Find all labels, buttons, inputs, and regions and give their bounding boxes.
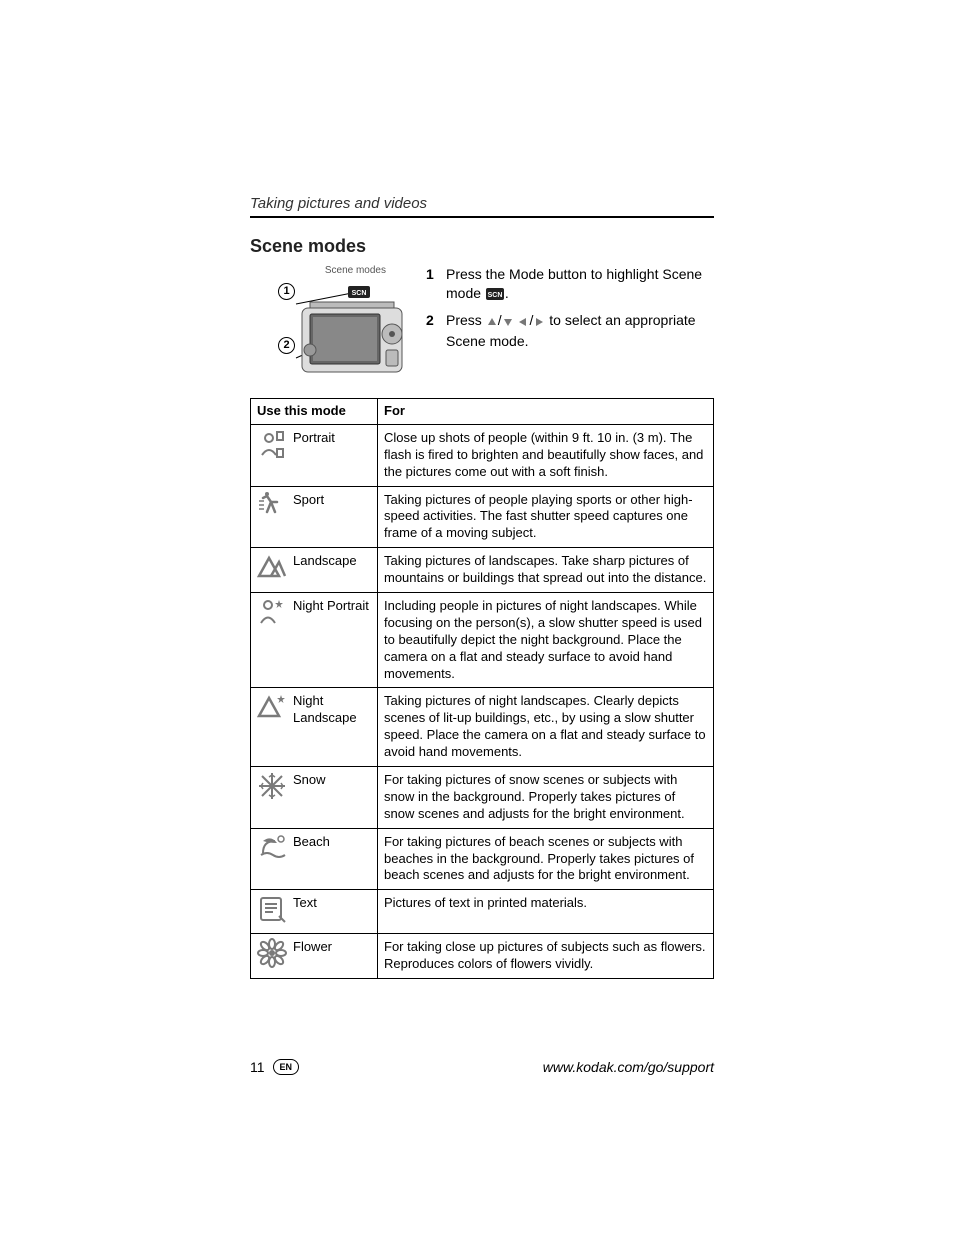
table-row: FlowerFor taking close up pictures of su… <box>251 934 714 979</box>
sport-icon <box>251 486 294 548</box>
step-1-text: Press the Mode button to highlight Scene… <box>446 265 714 305</box>
mode-name: Snow <box>293 767 378 829</box>
night_landscape-icon <box>251 688 294 767</box>
figure-callout-2: 2 <box>278 337 295 354</box>
table-row: BeachFor taking pictures of beach scenes… <box>251 828 714 890</box>
svg-text:SCN: SCN <box>352 290 367 297</box>
table-row: SportTaking pictures of people playing s… <box>251 486 714 548</box>
portrait-icon <box>251 424 294 486</box>
mode-description: Taking pictures of landscapes. Take shar… <box>378 548 714 593</box>
figure-callout-1: 1 <box>278 283 295 300</box>
separator: / <box>498 312 502 328</box>
table-row: PortraitClose up shots of people (within… <box>251 424 714 486</box>
table-row: LandscapeTaking pictures of landscapes. … <box>251 548 714 593</box>
scene-modes-table: Use this mode For PortraitClose up shots… <box>250 398 714 979</box>
camera-figure: Scene modes SCN <box>250 265 410 388</box>
separator: / <box>529 312 533 328</box>
table-row: Night PortraitIncluding people in pictur… <box>251 593 714 688</box>
step-2-text: Press / / to select an appropriate Scene… <box>446 311 714 351</box>
step-number: 2 <box>426 311 436 351</box>
left-arrow-icon <box>518 313 528 332</box>
table-row: TextPictures of text in printed material… <box>251 890 714 934</box>
mode-description: For taking pictures of snow scenes or su… <box>378 767 714 829</box>
language-badge: EN <box>273 1059 300 1075</box>
right-arrow-icon <box>534 313 544 332</box>
table-header-for: For <box>378 399 714 425</box>
mode-name: Landscape <box>293 548 378 593</box>
beach-icon <box>251 828 294 890</box>
step-number: 1 <box>426 265 436 305</box>
section-title: Scene modes <box>250 236 714 257</box>
mode-name: Text <box>293 890 378 934</box>
table-header-mode: Use this mode <box>251 399 378 425</box>
snow-icon <box>251 767 294 829</box>
mode-description: For taking pictures of beach scenes or s… <box>378 828 714 890</box>
mode-description: Close up shots of people (within 9 ft. 1… <box>378 424 714 486</box>
up-arrow-icon <box>487 313 497 332</box>
camera-illustration: SCN <box>250 278 410 388</box>
night_portrait-icon <box>251 593 294 688</box>
mode-description: For taking close up pictures of subjects… <box>378 934 714 979</box>
mode-name: Flower <box>293 934 378 979</box>
mode-description: Including people in pictures of night la… <box>378 593 714 688</box>
mode-description: Pictures of text in printed materials. <box>378 890 714 934</box>
table-row: Night LandscapeTaking pictures of night … <box>251 688 714 767</box>
mode-name: Night Portrait <box>293 593 378 688</box>
mode-name: Sport <box>293 486 378 548</box>
mode-name: Night Landscape <box>293 688 378 767</box>
svg-text:SCN: SCN <box>488 292 503 299</box>
mode-description: Taking pictures of people playing sports… <box>378 486 714 548</box>
support-url: www.kodak.com/go/support <box>543 1059 714 1075</box>
text-icon <box>251 890 294 934</box>
landscape-icon <box>251 548 294 593</box>
down-arrow-icon <box>503 313 513 332</box>
page-number: 11 <box>250 1059 265 1075</box>
mode-name: Portrait <box>293 424 378 486</box>
table-row: SnowFor taking pictures of snow scenes o… <box>251 767 714 829</box>
figure-caption: Scene modes <box>250 265 410 276</box>
mode-description: Taking pictures of night landscapes. Cle… <box>378 688 714 767</box>
running-head: Taking pictures and videos <box>250 195 714 218</box>
flower-icon <box>251 934 294 979</box>
scn-icon: SCN <box>486 286 504 305</box>
mode-name: Beach <box>293 828 378 890</box>
